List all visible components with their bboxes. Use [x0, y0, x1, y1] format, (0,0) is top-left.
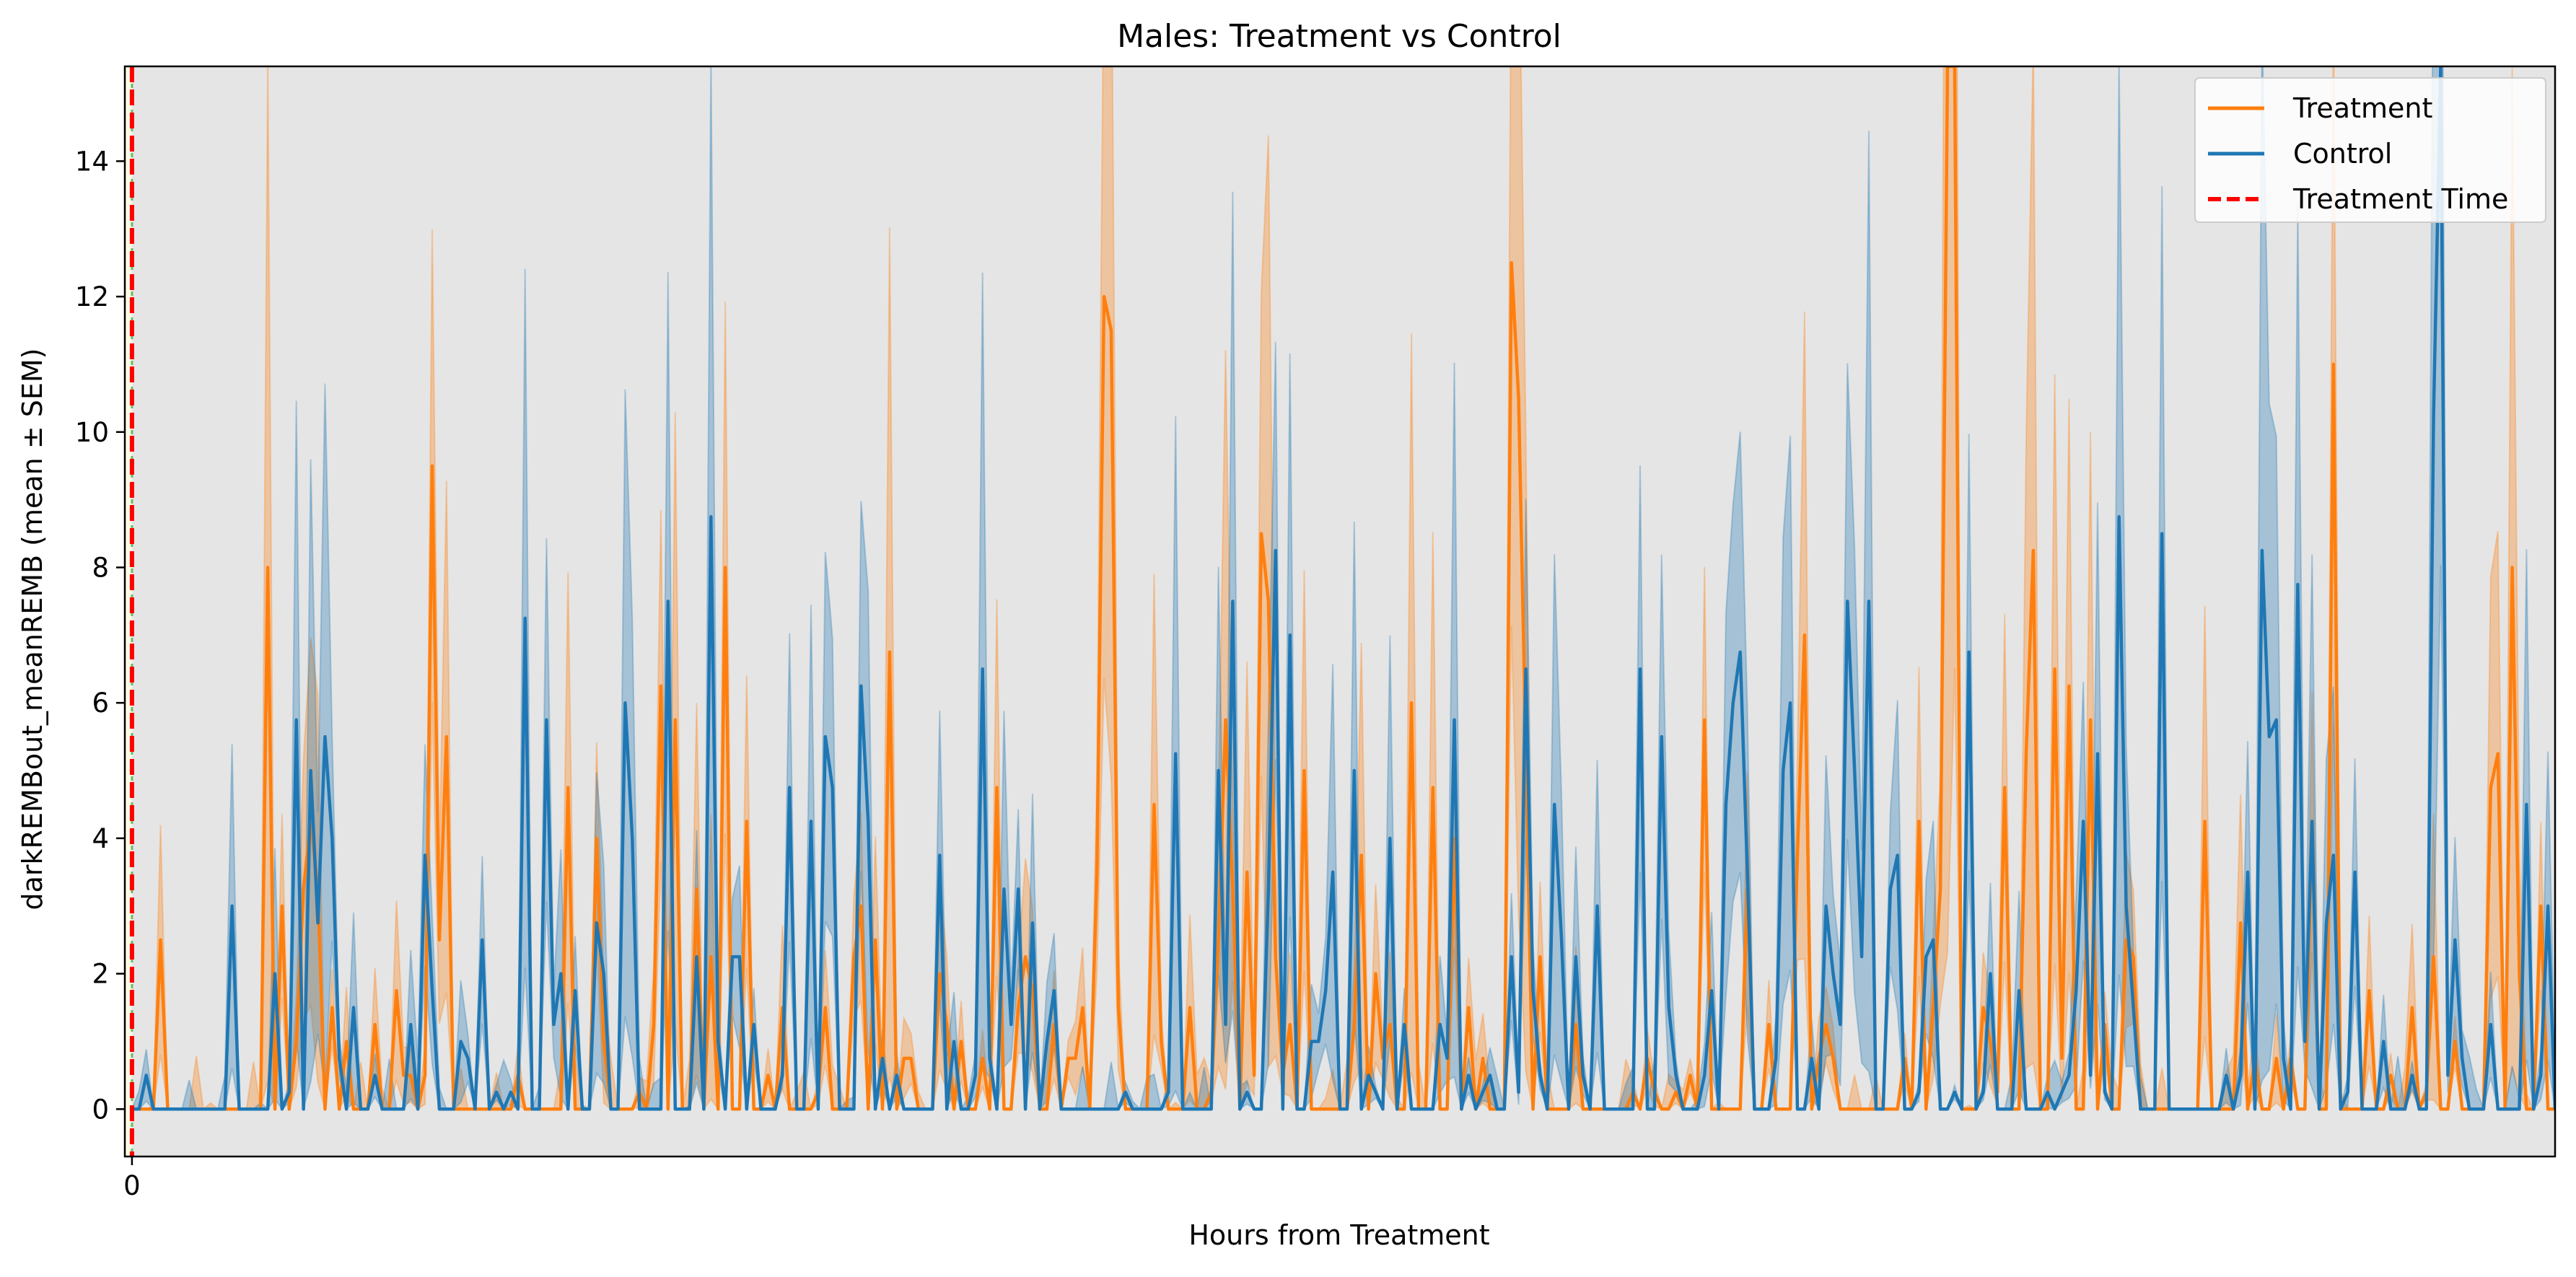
y-tick-label: 4 [92, 823, 109, 854]
legend-label-1: Control [2293, 138, 2392, 170]
legend-box [2194, 77, 2546, 223]
y-tick-label: 14 [75, 146, 109, 177]
pre-treatment-region [125, 66, 132, 1157]
chart-title: Males: Treatment vs Control [1117, 18, 1561, 55]
y-tick-label: 10 [75, 417, 109, 448]
plot-frame [123, 65, 2557, 1158]
x-tick-label: 0 [123, 1170, 141, 1201]
y-tick-label: 2 [92, 959, 109, 990]
y-tick-label: 6 [92, 688, 109, 719]
series-group [131, 66, 2555, 1112]
y-tick-label: 8 [92, 552, 109, 583]
series-line-control [131, 66, 2555, 1111]
legend-label-0: Treatment [2292, 92, 2432, 124]
x-axis-label: Hours from Treatment [1188, 1219, 1489, 1251]
legend-label-2: Treatment Time [2292, 183, 2508, 215]
sem-band-control [131, 66, 2555, 1112]
plot-area: 0 2 4 6 8 10 12 14 0 [75, 65, 2557, 1201]
y-tick-label: 12 [75, 281, 109, 312]
legend: Treatment Control Treatment Time [2194, 77, 2546, 223]
y-tick-label: 0 [92, 1094, 109, 1125]
plot-background [125, 66, 2555, 1157]
y-axis-label: darkREMBout_meanREMB (mean ± SEM) [17, 348, 48, 910]
